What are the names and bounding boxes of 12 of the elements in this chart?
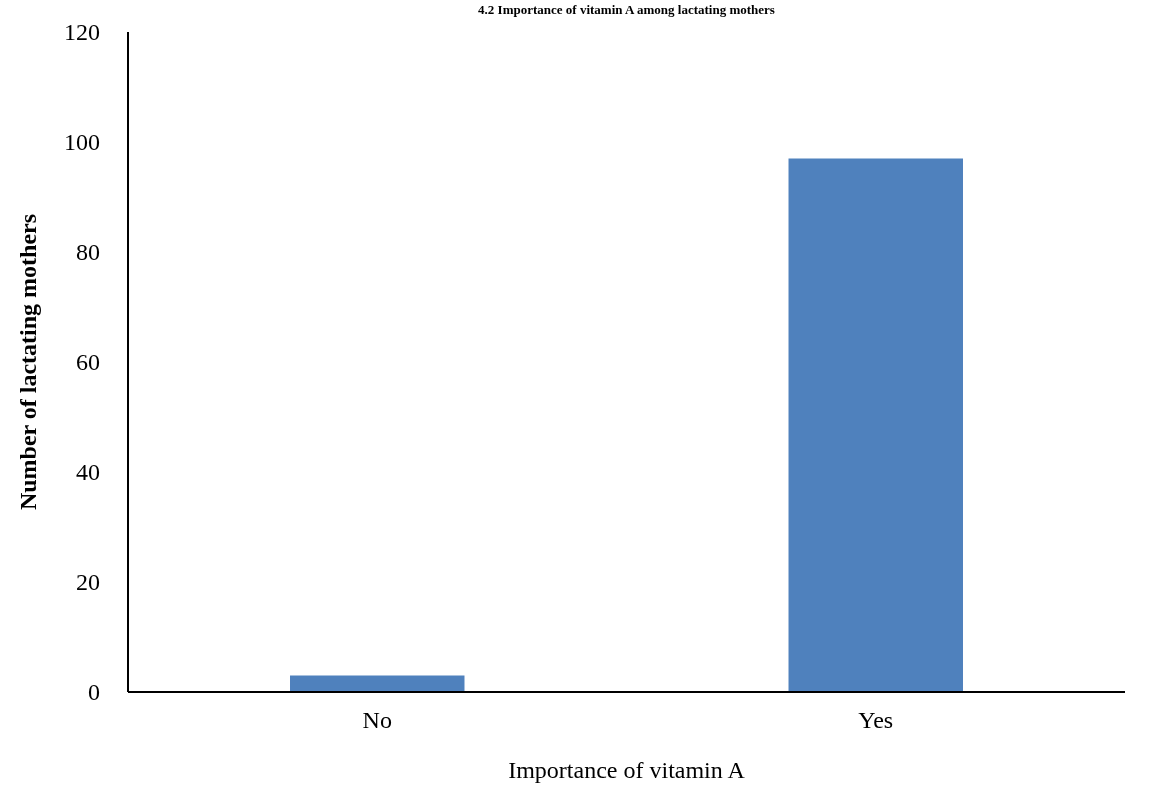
- y-tick-label: 20: [76, 569, 100, 596]
- y-tick-label: 120: [64, 19, 100, 46]
- chart-title: 4.2 Importance of vitamin A among lactating mothers: [478, 2, 775, 17]
- x-axis-title: Importance of vitamin A: [508, 757, 746, 783]
- y-tick-label: 40: [76, 459, 100, 486]
- y-tick-label: 60: [76, 349, 100, 376]
- x-tick-label: Yes: [858, 707, 894, 733]
- y-tick-label: 100: [64, 129, 100, 156]
- y-tick-label: 0: [88, 679, 100, 706]
- y-axis-title: Number of lactating mothers: [15, 213, 41, 511]
- x-tick-label: No: [362, 707, 392, 733]
- y-tick-label: 80: [76, 239, 100, 266]
